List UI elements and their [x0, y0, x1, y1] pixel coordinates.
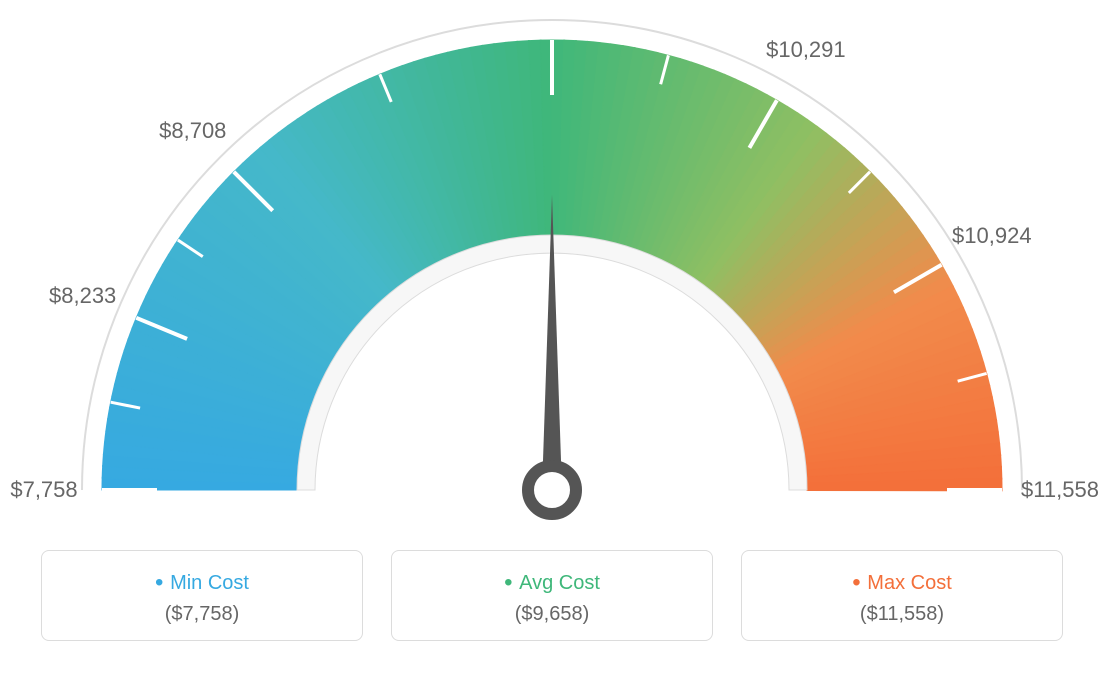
gauge-tick-label: $11,558 — [1021, 477, 1099, 503]
gauge-tick-label: $7,758 — [10, 477, 77, 503]
gauge-tick-label: $8,708 — [159, 118, 226, 144]
gauge-tick-label: $10,291 — [766, 37, 846, 63]
avg-cost-title: Avg Cost — [392, 569, 712, 597]
min-cost-value: ($7,758) — [42, 603, 362, 626]
gauge-tick-label: $8,233 — [49, 283, 116, 309]
min-cost-title: Min Cost — [42, 569, 362, 597]
max-cost-title: Max Cost — [742, 569, 1062, 597]
summary-cards: Min Cost ($7,758) Avg Cost ($9,658) Max … — [0, 550, 1104, 641]
gauge-tick-label: $10,924 — [952, 223, 1032, 249]
min-cost-card: Min Cost ($7,758) — [41, 550, 363, 641]
avg-cost-value: ($9,658) — [392, 603, 712, 626]
max-cost-card: Max Cost ($11,558) — [741, 550, 1063, 641]
max-cost-value: ($11,558) — [742, 603, 1062, 626]
gauge-svg — [0, 0, 1104, 540]
gauge-chart: $7,758$8,233$8,708$9,658$10,291$10,924$1… — [0, 0, 1104, 540]
avg-cost-card: Avg Cost ($9,658) — [391, 550, 713, 641]
